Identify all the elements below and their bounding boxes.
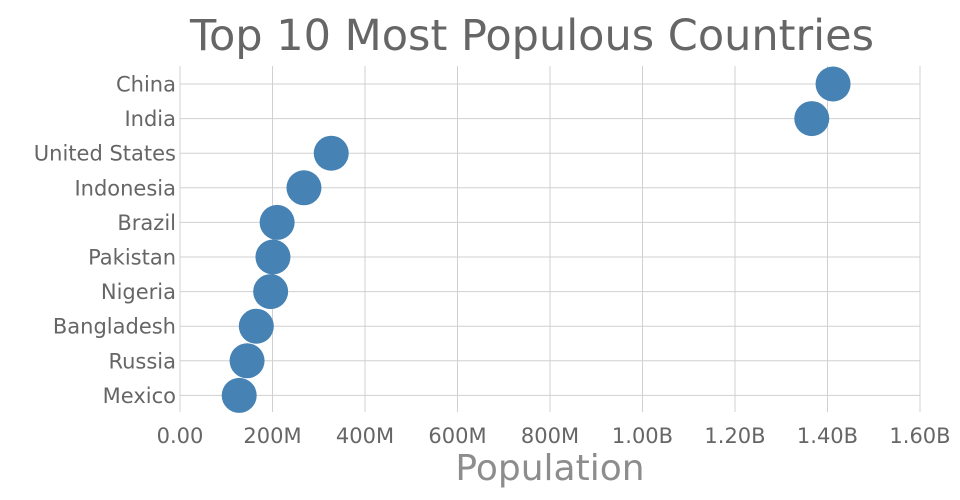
country-label: India bbox=[124, 107, 176, 131]
country-labels: China India United States Indonesia Brazil Pa… bbox=[34, 73, 176, 408]
data-point[interactable] bbox=[794, 101, 830, 137]
data-point[interactable] bbox=[253, 274, 289, 310]
country-label: Bangladesh bbox=[53, 315, 176, 339]
x-axis-title: Population bbox=[455, 448, 644, 489]
data-points bbox=[221, 66, 851, 413]
x-tick-label: 1.20B bbox=[704, 424, 765, 448]
chart-title: Top 10 Most Populous Countries bbox=[189, 11, 874, 61]
data-point[interactable] bbox=[313, 135, 349, 171]
data-point[interactable] bbox=[238, 308, 274, 344]
country-label: China bbox=[116, 73, 176, 97]
country-label: Pakistan bbox=[88, 246, 176, 270]
x-tick-label: 0.00 bbox=[157, 424, 204, 448]
country-label: Brazil bbox=[117, 211, 176, 235]
x-tick-label: 200M bbox=[243, 424, 301, 448]
x-axis-ticks: 0.00 200M 400M 600M 800M 1.00B 1.20B 1.40B 1.60B bbox=[157, 424, 951, 448]
country-label: United States bbox=[34, 142, 176, 166]
data-point[interactable] bbox=[815, 66, 851, 102]
grid-lines bbox=[179, 66, 921, 412]
x-tick-label: 1.60B bbox=[889, 424, 950, 448]
data-point[interactable] bbox=[255, 239, 291, 275]
x-tick-label: 1.40B bbox=[797, 424, 858, 448]
data-point[interactable] bbox=[286, 170, 322, 206]
country-label: Mexico bbox=[103, 384, 176, 408]
country-label: Nigeria bbox=[101, 280, 176, 304]
country-label: Indonesia bbox=[74, 176, 176, 200]
data-point[interactable] bbox=[259, 204, 295, 240]
x-tick-label: 800M bbox=[521, 424, 579, 448]
x-tick-label: 600M bbox=[428, 424, 486, 448]
country-label: Russia bbox=[108, 349, 176, 373]
x-tick-label: 1.00B bbox=[612, 424, 673, 448]
x-tick-label: 400M bbox=[336, 424, 394, 448]
data-point[interactable] bbox=[221, 377, 257, 413]
data-point[interactable] bbox=[229, 343, 265, 379]
